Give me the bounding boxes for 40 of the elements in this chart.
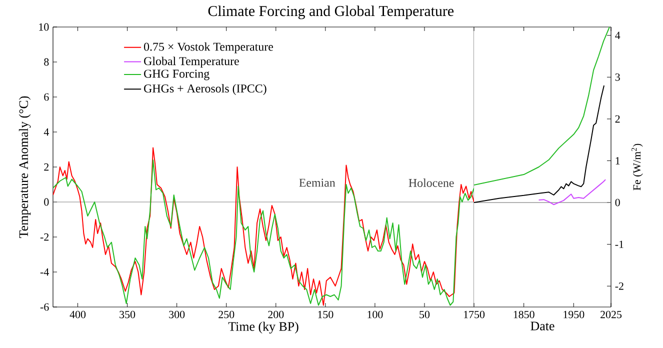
annotation: Holocene <box>408 178 454 187</box>
legend-label: Global Temperature <box>144 56 239 68</box>
x-tick-label: 2025 <box>600 310 622 318</box>
y-tick-label: 6 <box>44 93 49 101</box>
y-tick-label: 10 <box>39 23 49 31</box>
y2-tick-label: 3 <box>615 73 620 81</box>
y2-tick-label: 2 <box>615 115 620 123</box>
x-tick-label: 1750 <box>464 310 485 318</box>
x-tick-label: 100 <box>368 310 383 318</box>
y-tick-label: 0 <box>44 198 49 206</box>
legend-label: GHG Forcing <box>144 70 210 80</box>
y-tick-label: 4 <box>44 128 49 136</box>
x-tick-label: 400 <box>70 310 86 318</box>
y-tick-label: 2 <box>44 163 49 171</box>
legend-label: GHGs + Aerosols (IPCC) <box>144 84 266 95</box>
y2-tick-label: -2 <box>615 282 624 290</box>
x-axis-title: Date <box>530 322 554 330</box>
y2-tick-label: -1 <box>615 240 624 248</box>
y-tick-label: -4 <box>40 268 49 276</box>
line-series <box>474 85 605 204</box>
legend-label: 0.75 × Vostok Temperature <box>144 42 274 54</box>
y2-axis-title: Fe (W/m$^{2}$) <box>631 144 643 190</box>
x-tick-label: 200 <box>268 310 284 318</box>
x-axis-title: Time (ky BP) <box>228 322 298 334</box>
x-tick-label: 1950 <box>564 310 584 318</box>
y-axis-title: Temperature Anomaly (°C) <box>18 96 31 238</box>
y2-tick-label: 1 <box>616 157 620 164</box>
x-tick-label: 150 <box>318 310 334 318</box>
y-tick-label: 8 <box>44 58 49 66</box>
y2-tick-label: 4 <box>615 32 620 39</box>
y-tick-label: -6 <box>40 303 49 311</box>
annotation: Eemian <box>299 178 336 187</box>
x-tick-label: 1850 <box>514 310 534 318</box>
x-tick-label: 50 <box>420 310 430 318</box>
chart-title: Climate Forcing and Global Temperature <box>208 6 454 20</box>
x-tick-label: 250 <box>218 310 234 318</box>
y-tick-label: -2 <box>40 233 49 241</box>
x-tick-label: 300 <box>169 310 185 318</box>
x-tick-label: 350 <box>120 310 136 318</box>
y2-tick-label: 0 <box>615 198 620 206</box>
